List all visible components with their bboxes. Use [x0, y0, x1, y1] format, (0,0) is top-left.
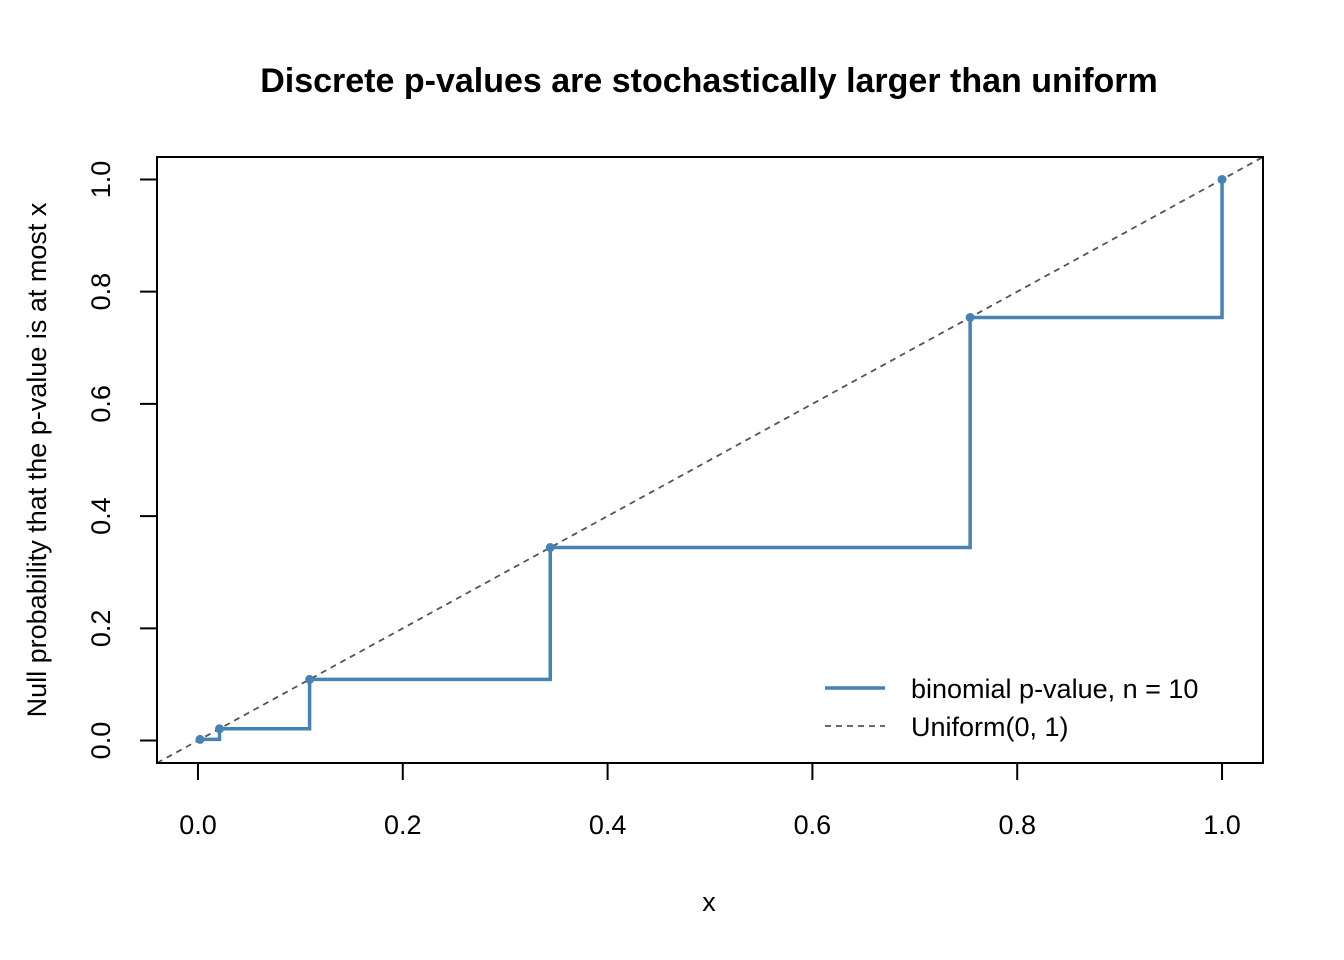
y-tick-label: 0.8	[86, 273, 116, 311]
y-axis-label: Null probability that the p-value is at …	[22, 202, 52, 717]
x-tick-label: 1.0	[1203, 810, 1241, 840]
x-axis: 0.0 0.2 0.4 0.6 0.8 1.0	[179, 762, 1241, 840]
legend-label-binomial: binomial p-value, n = 10	[911, 674, 1198, 704]
y-axis: 0.0 0.2 0.4 0.6 0.8 1.0	[86, 161, 158, 760]
x-tick-label: 0.0	[179, 810, 217, 840]
legend-label-uniform: Uniform(0, 1)	[911, 712, 1069, 742]
binomial-point	[1217, 174, 1227, 184]
y-tick-label: 0.2	[86, 610, 116, 648]
binomial-point	[195, 734, 205, 744]
plot-area	[156, 156, 1264, 764]
y-tick-label: 1.0	[86, 161, 116, 199]
x-tick-label: 0.2	[384, 810, 422, 840]
uniform-reference-line	[156, 156, 1264, 764]
binomial-point	[545, 543, 555, 553]
binomial-point	[965, 312, 975, 322]
x-tick-label: 0.8	[998, 810, 1036, 840]
y-tick-label: 0.0	[86, 722, 116, 760]
binomial-point	[305, 674, 315, 684]
legend: binomial p-value, n = 10 Uniform(0, 1)	[825, 674, 1198, 742]
y-tick-label: 0.4	[86, 497, 116, 535]
x-tick-label: 0.6	[794, 810, 832, 840]
x-axis-label: x	[702, 887, 716, 917]
y-tick-label: 0.6	[86, 385, 116, 423]
chart-title: Discrete p-values are stochastically lar…	[260, 62, 1158, 100]
x-tick-label: 0.4	[589, 810, 627, 840]
binomial-point	[214, 724, 224, 734]
